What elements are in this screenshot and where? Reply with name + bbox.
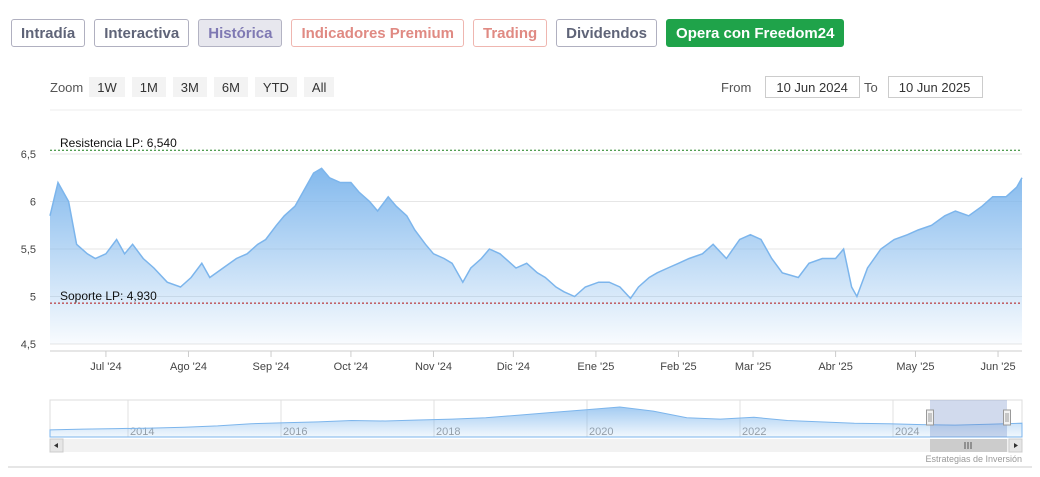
tab-historica[interactable]: Histórica <box>198 19 283 47</box>
tab-indicadores-premium[interactable]: Indicadores Premium <box>291 19 464 47</box>
x-tick-label: Ene '25 <box>577 361 614 373</box>
x-tick-label: Ago '24 <box>170 361 207 373</box>
zoom-1w-button[interactable]: 1W <box>89 77 125 97</box>
from-date-input[interactable]: 10 Jun 2024 <box>765 76 861 98</box>
tab-bar: Intradía Interactiva Histórica Indicador… <box>11 19 845 47</box>
x-tick-label: Mar '25 <box>735 361 771 373</box>
tab-dividendos[interactable]: Dividendos <box>556 19 658 47</box>
zoom-all-button[interactable]: All <box>303 77 335 97</box>
to-date-input[interactable]: 10 Jun 2025 <box>887 76 983 98</box>
navigator[interactable]: 201420162018202020222024 <box>49 399 1023 453</box>
zoom-6m-button[interactable]: 6M <box>213 77 248 97</box>
price-line <box>49 167 1023 300</box>
price-area <box>50 168 1022 344</box>
zoom-3m-button[interactable]: 3M <box>172 77 207 97</box>
credit-text: Estrategias de Inversión <box>925 454 1022 464</box>
x-tick-label: Abr '25 <box>818 361 853 373</box>
date-range-from: From 10 Jun 2024 <box>721 76 861 98</box>
scrollbar-track[interactable] <box>50 439 1022 452</box>
x-tick-label: Oct '24 <box>334 361 369 373</box>
navigator-handle[interactable] <box>1003 409 1011 426</box>
x-tick-label: Nov '24 <box>415 361 452 373</box>
y-tick-label: 6,5 <box>21 149 36 161</box>
y-tick-label: 6 <box>30 197 36 209</box>
zoom-label: Zoom <box>50 79 84 95</box>
resistance-label: Resistencia LP: 6,540 <box>60 136 177 150</box>
arrow-right-icon <box>1014 443 1018 448</box>
date-range-to: To 10 Jun 2025 <box>864 76 983 98</box>
zoom-ytd-button[interactable]: YTD <box>254 77 297 97</box>
support-label: Soporte LP: 4,930 <box>60 289 157 303</box>
y-tick-label: 5,5 <box>21 244 36 256</box>
y-tick-label: 5 <box>30 292 36 304</box>
x-tick-label: Feb '25 <box>660 361 696 373</box>
tab-intradia[interactable]: Intradía <box>11 19 86 47</box>
to-label: To <box>864 79 878 95</box>
zoom-controls: Zoom 1W 1M 3M 6M YTD All <box>50 77 341 97</box>
x-tick-label: Jun '25 <box>980 361 1015 373</box>
x-tick-label: Sep '24 <box>253 361 290 373</box>
navigator-series <box>49 406 1023 438</box>
y-tick-label: 4,5 <box>21 339 36 351</box>
x-tick-label: Jul '24 <box>90 361 121 373</box>
zoom-1m-button[interactable]: 1M <box>131 77 166 97</box>
x-axis: Jul '24 Ago '24 Sep '24 Oct '24 Nov '24 Dic '… <box>90 351 1016 373</box>
navigator-handle[interactable] <box>926 409 934 426</box>
tab-trading[interactable]: Trading <box>473 19 548 47</box>
x-tick-label: May '25 <box>896 361 934 373</box>
level-lines: Resistencia LP: 6,540 Soporte LP: 4,930 <box>50 136 1022 304</box>
tab-interactiva[interactable]: Interactiva <box>94 19 190 47</box>
arrow-left-icon <box>54 443 58 448</box>
y-axis: 4,5 5 5,5 6 6,5 <box>21 149 36 351</box>
navigator-selection[interactable] <box>930 400 1007 437</box>
opera-freedom24-button[interactable]: Opera con Freedom24 <box>666 19 845 47</box>
from-label: From <box>721 79 752 95</box>
x-tick-label: Dic '24 <box>497 361 530 373</box>
